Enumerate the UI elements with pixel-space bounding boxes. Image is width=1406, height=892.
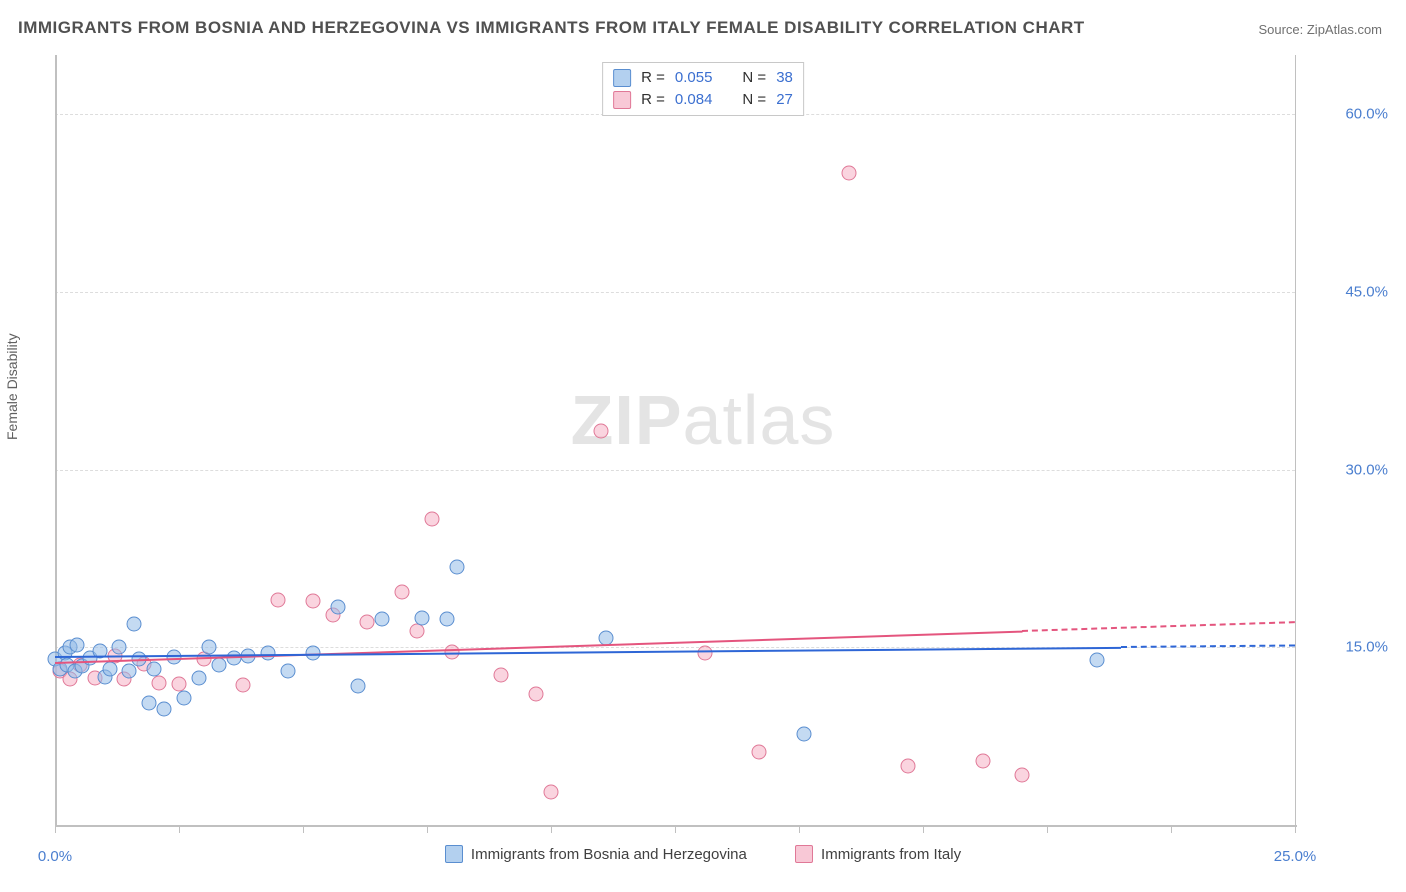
y-tick-label: 60.0%	[1345, 106, 1388, 123]
data-point	[375, 611, 390, 626]
swatch-pink-icon	[795, 845, 813, 863]
data-point	[901, 758, 916, 773]
data-point	[330, 600, 345, 615]
chart-container: { "title": "IMMIGRANTS FROM BOSNIA AND H…	[0, 0, 1406, 892]
data-point	[142, 695, 157, 710]
source-label: Source: ZipAtlas.com	[1258, 22, 1382, 37]
data-point	[1089, 653, 1104, 668]
data-point	[544, 784, 559, 799]
data-point	[127, 616, 142, 631]
data-point	[172, 677, 187, 692]
data-point	[593, 423, 608, 438]
data-point	[211, 658, 226, 673]
data-point	[147, 661, 162, 676]
data-point	[176, 691, 191, 706]
data-point	[305, 594, 320, 609]
plot-area	[55, 55, 1297, 827]
data-point	[1015, 768, 1030, 783]
data-point	[70, 637, 85, 652]
data-point	[360, 615, 375, 630]
data-point	[122, 664, 137, 679]
swatch-blue-icon	[445, 845, 463, 863]
data-point	[439, 611, 454, 626]
y-tick-label: 30.0%	[1345, 461, 1388, 478]
swatch-blue-icon	[613, 69, 631, 87]
data-point	[157, 701, 172, 716]
stat-row-italy: R = 0.084 N = 27	[613, 89, 793, 111]
stat-legend: R = 0.055 N = 38 R = 0.084 N = 27	[602, 62, 804, 116]
data-point	[529, 686, 544, 701]
data-point	[841, 166, 856, 181]
data-point	[152, 675, 167, 690]
data-point	[112, 640, 127, 655]
data-point	[350, 679, 365, 694]
data-point	[236, 678, 251, 693]
data-point	[449, 559, 464, 574]
swatch-pink-icon	[613, 91, 631, 109]
data-point	[494, 667, 509, 682]
legend-item-bosnia: Immigrants from Bosnia and Herzegovina	[445, 845, 747, 863]
bottom-legend: Immigrants from Bosnia and Herzegovina I…	[0, 845, 1406, 867]
y-tick-label: 45.0%	[1345, 283, 1388, 300]
legend-item-italy: Immigrants from Italy	[795, 845, 961, 863]
stat-row-bosnia: R = 0.055 N = 38	[613, 67, 793, 89]
data-point	[201, 640, 216, 655]
data-point	[415, 610, 430, 625]
data-point	[395, 584, 410, 599]
y-axis-label: Female Disability	[4, 333, 20, 440]
data-point	[271, 592, 286, 607]
data-point	[281, 664, 296, 679]
data-point	[796, 726, 811, 741]
data-point	[410, 623, 425, 638]
plot-right-border	[1295, 55, 1296, 825]
y-tick-label: 15.0%	[1345, 639, 1388, 656]
data-point	[697, 646, 712, 661]
data-point	[191, 671, 206, 686]
chart-title: IMMIGRANTS FROM BOSNIA AND HERZEGOVINA V…	[18, 18, 1085, 38]
data-point	[975, 754, 990, 769]
data-point	[424, 512, 439, 527]
data-point	[752, 744, 767, 759]
data-point	[102, 661, 117, 676]
